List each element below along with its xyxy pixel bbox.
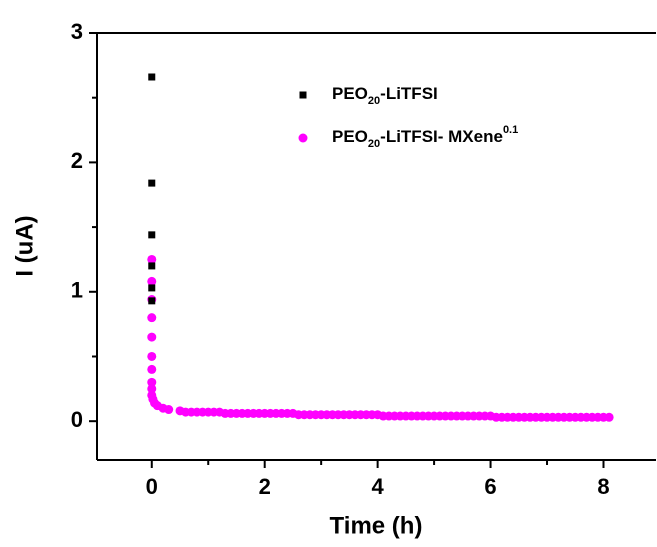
x-tick-label: 2: [259, 474, 271, 499]
x-tick-label: 4: [372, 474, 385, 499]
legend-label: PEO20-LiTFSI- MXene0.1: [332, 124, 518, 150]
data-point: [147, 276, 157, 286]
x-tick-label: 6: [484, 474, 496, 499]
legend-text-part: 0.1: [503, 124, 518, 136]
legend-marker: [299, 91, 307, 99]
legend-label: PEO20-LiTFSI: [332, 84, 438, 106]
y-tick-label: 1: [71, 278, 83, 303]
data-point: [147, 351, 157, 361]
x-tick-label: 8: [597, 474, 609, 499]
y-axis-title: I (uA): [11, 215, 38, 276]
data-point: [147, 313, 157, 323]
legend-text-part: -LiTFSI- MXene: [380, 127, 503, 146]
data-point: [147, 254, 157, 264]
data-point: [147, 364, 157, 374]
legend-text-part: 20: [368, 138, 380, 150]
data-point: [148, 262, 156, 270]
data-point: [148, 179, 156, 187]
data-point: [147, 377, 157, 387]
data-point: [604, 412, 614, 422]
data-point: [147, 332, 157, 342]
data-point: [148, 297, 156, 305]
x-tick-label: 0: [146, 474, 158, 499]
data-point: [164, 405, 174, 415]
legend-text-part: 20: [368, 95, 380, 107]
y-tick-label: 0: [71, 407, 83, 432]
legend-text-part: PEO: [332, 127, 368, 146]
data-point: [147, 384, 157, 394]
y-tick-label: 3: [71, 19, 83, 44]
data-point: [148, 73, 156, 81]
x-axis-title: Time (h): [330, 512, 423, 539]
data-point: [148, 231, 156, 239]
data-point: [148, 284, 156, 292]
y-tick-label: 2: [71, 148, 83, 173]
legend-text-part: -LiTFSI: [380, 84, 438, 103]
legend-marker: [298, 133, 308, 143]
legend-text-part: PEO: [332, 84, 368, 103]
